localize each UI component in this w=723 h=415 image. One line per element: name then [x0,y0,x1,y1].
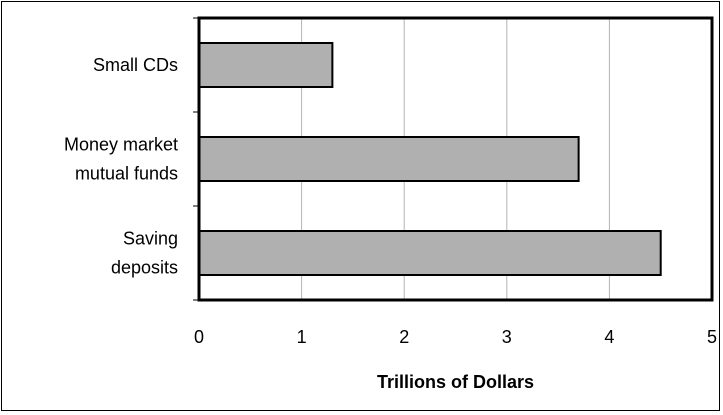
bar [198,42,334,88]
category-label: Money market [64,135,178,155]
bar [198,230,662,276]
bars [198,42,662,276]
bar [198,136,580,182]
x-tick-labels: 0 1 2 3 4 5 [194,327,717,347]
category-label: deposits [111,258,178,278]
x-tick-label: 3 [502,327,512,347]
x-tick-label: 4 [604,327,614,347]
x-tick-label: 0 [194,327,204,347]
category-labels: Small CDs Money market mutual funds Saving d… [64,55,178,278]
category-label: Saving [123,229,178,249]
x-tick-label: 5 [707,327,717,347]
y-axis-ticks [193,17,199,301]
plot-area-border [197,16,714,302]
x-tick-label: 2 [399,327,409,347]
category-label: mutual funds [75,164,178,184]
x-axis-title: Trillions of Dollars [377,372,534,392]
category-label: Small CDs [93,55,178,75]
x-tick-label: 1 [297,327,307,347]
